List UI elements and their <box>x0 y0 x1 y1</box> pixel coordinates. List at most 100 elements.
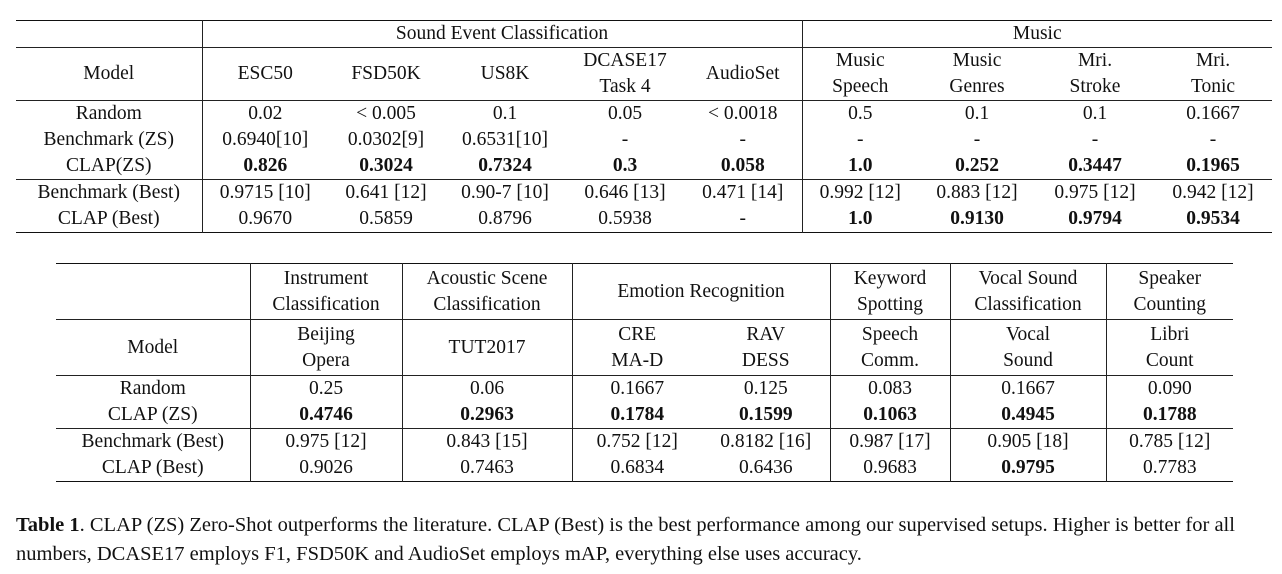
group-header-music: Music <box>801 20 1272 48</box>
table-cell: < 0.005 <box>356 103 416 124</box>
row-label: CLAP(ZS) <box>65 155 152 176</box>
table-cell: 0.0302[9] <box>347 129 425 150</box>
table-cell: 0.5938 <box>598 208 652 229</box>
results-table-other-tasks: Instrument Classification Acoustic Scene C… <box>56 263 1233 482</box>
row-label: Benchmark (Best) <box>37 182 180 203</box>
table-row: CLAP (ZS) 0.4746 0.2963 0.1784 0.1599 0.… <box>56 402 1233 429</box>
table-cell: 0.06 <box>401 375 572 402</box>
table-cell: 0.8182 [16] <box>720 431 812 452</box>
table-cell: 0.3447 <box>1068 155 1122 176</box>
table-cell: 0.975 [12] <box>1054 182 1136 203</box>
table-cell: 0.090 <box>1105 375 1233 402</box>
table-cell: 0.1667 <box>949 375 1106 402</box>
table-cell: 0.1063 <box>829 402 950 429</box>
table-cell: - <box>739 208 747 229</box>
col-header-fsd50k: FSD50K <box>351 63 421 84</box>
table-cell: 0.7783 <box>1105 455 1233 482</box>
table-cell: 0.6834 <box>571 455 702 482</box>
row-label: Random <box>119 378 186 399</box>
table-cell: - <box>973 129 981 150</box>
table-cell: 0.9683 <box>829 455 950 482</box>
row-label: CLAP (Best) <box>57 208 160 229</box>
table-row: Random 0.02 < 0.005 0.1 0.05 < 0.0018 0.… <box>16 100 1272 127</box>
row-label: CLAP (ZS) <box>107 404 198 425</box>
table-cell: 0.9794 <box>1068 208 1122 229</box>
row-label: CLAP (Best) <box>101 457 204 478</box>
col-header-us8k: US8K <box>480 63 530 84</box>
task-header-keyword: Keyword Spotting <box>829 263 950 320</box>
table-cell: - <box>739 129 747 150</box>
table-cell: 0.252 <box>955 155 999 176</box>
dataset-header-speech-comm: Speech Comm. <box>829 319 950 376</box>
table-cell: 0.7324 <box>478 155 532 176</box>
col-header-dcase17: DCASE17 Task 4 <box>583 50 667 97</box>
dataset-header-cremad: CRE MA-D <box>571 319 702 376</box>
table-caption: Table 1. CLAP (ZS) Zero-Shot outperforms… <box>16 511 1278 569</box>
table-row: Random 0.25 0.06 0.1667 0.125 0.083 0.16… <box>56 375 1233 402</box>
table-cell: 0.9130 <box>950 208 1004 229</box>
col-header-mri-tonic: Mri. Tonic <box>1190 50 1236 97</box>
table-cell: 0.058 <box>720 155 765 176</box>
table-row: Benchmark (ZS) 0.6940[10] 0.0302[9] 0.65… <box>16 127 1272 153</box>
group-header-sound-event: Sound Event Classification <box>201 20 802 48</box>
task-header-vocal-sound: Vocal Sound Classification <box>949 263 1106 320</box>
table-cell: 0.646 [13] <box>584 182 666 203</box>
table-cell: 0.9026 <box>249 455 402 482</box>
table-cell: 0.125 <box>743 378 788 399</box>
table-cell: 0.641 [12] <box>345 182 427 203</box>
table-cell: 0.6940[10] <box>201 127 328 153</box>
table-cell: 0.942 [12] <box>1172 182 1254 203</box>
table-cell: 0.1784 <box>571 402 702 429</box>
table-row: Benchmark (Best) 0.975 [12] 0.843 [15] 0… <box>56 428 1233 455</box>
table-cell: 0.752 [12] <box>571 428 702 455</box>
table-cell: 0.1 <box>492 103 518 124</box>
table-cell: 0.471 [14] <box>702 182 784 203</box>
dataset-header-ravdess: RAV DESS <box>741 323 790 371</box>
corner-cell <box>56 264 250 320</box>
row-label: Random <box>75 103 142 124</box>
results-table-sound-event-music: Sound Event Classification Music Model E… <box>16 20 1272 233</box>
table-cell: 0.3024 <box>359 155 413 176</box>
col-header-mri-stroke: Mri. Stroke <box>1069 50 1121 97</box>
dataset-header-beijing-opera: Beijing Opera <box>249 319 402 376</box>
table-cell: 0.6436 <box>738 457 793 478</box>
table-cell: 0.905 [18] <box>949 428 1106 455</box>
corner-cell <box>16 21 202 48</box>
table-cell: 0.9670 <box>201 206 328 233</box>
table-row: CLAP (Best) 0.9026 0.7463 0.6834 0.6436 … <box>56 455 1233 482</box>
dataset-header-libri-count: Libri Count <box>1105 319 1233 376</box>
table-cell: 0.975 [12] <box>249 428 402 455</box>
table-cell: 1.0 <box>801 153 918 180</box>
table-cell: 1.0 <box>801 206 918 233</box>
table-cell: 0.1667 <box>571 375 702 402</box>
table-cell: 0.785 [12] <box>1105 428 1233 455</box>
table-cell: 0.25 <box>249 375 402 402</box>
table-cell: 0.05 <box>607 103 643 124</box>
caption-text: . CLAP (ZS) Zero-Shot outperforms the li… <box>16 514 1235 565</box>
table-cell: 0.1599 <box>738 404 793 425</box>
table-cell: 0.1667 <box>1186 103 1240 124</box>
table-cell: 0.1965 <box>1186 155 1240 176</box>
table-cell: 0.90-7 [10] <box>461 182 549 203</box>
task-header-emotion: Emotion Recognition <box>571 263 830 320</box>
table-cell: 0.5859 <box>359 208 413 229</box>
table-cell: 0.4945 <box>949 402 1106 429</box>
table-cell: 0.843 [15] <box>401 428 572 455</box>
table-cell: 0.083 <box>829 375 950 402</box>
table-cell: 0.9715 [10] <box>201 179 328 206</box>
table-cell: < 0.0018 <box>708 103 778 124</box>
table-cell: 0.987 [17] <box>829 428 950 455</box>
task-header-acoustic-scene: Acoustic Scene Classification <box>401 263 572 320</box>
col-header-audioset: AudioSet <box>705 63 780 84</box>
table-cell: 0.1 <box>1082 103 1108 124</box>
table-cell: - <box>801 127 918 153</box>
table-cell: - <box>621 129 629 150</box>
dataset-header-vocal-sound: Vocal Sound <box>949 319 1106 376</box>
table-cell: 0.4746 <box>249 402 402 429</box>
task-header-speaker-counting: Speaker Counting <box>1105 263 1233 320</box>
model-header: Model <box>83 63 135 84</box>
table-cell: 0.1788 <box>1105 402 1233 429</box>
row-label: Benchmark (Best) <box>81 431 224 452</box>
table-cell: 0.6531[10] <box>461 129 549 150</box>
table-cell: 0.826 <box>201 153 328 180</box>
